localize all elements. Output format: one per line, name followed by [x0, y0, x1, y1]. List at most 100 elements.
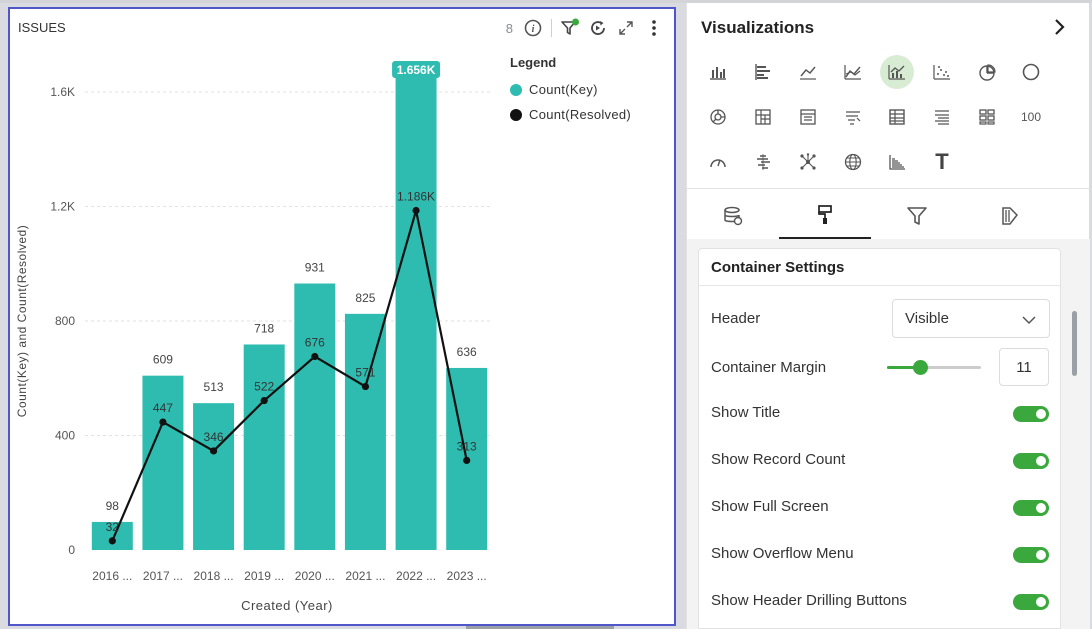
- top-border: [0, 0, 1092, 3]
- line-data-label: 32: [106, 520, 120, 534]
- line-data-label: 522: [254, 380, 274, 394]
- summary-table-icon[interactable]: [791, 100, 825, 134]
- settings-tabs: [687, 193, 1077, 239]
- bar-data-label: 718: [254, 321, 274, 335]
- bar-count-key: [395, 75, 437, 550]
- expand-icon[interactable]: [616, 18, 636, 38]
- gantt-chart-icon[interactable]: [746, 145, 780, 179]
- donut-chart-icon[interactable]: [1014, 55, 1048, 89]
- bar-count-key: [91, 521, 133, 550]
- legend-title: Legend: [510, 55, 557, 70]
- x-tick-label: 2020 ...: [295, 569, 335, 583]
- slider-fill: [887, 366, 920, 369]
- gauge-icon[interactable]: [701, 145, 735, 179]
- line-point: [311, 352, 319, 361]
- x-tick-label: 2018 ...: [194, 569, 234, 583]
- container-margin-slider[interactable]: [887, 360, 981, 375]
- legend-item-count-key[interactable]: Count(Key): [510, 82, 631, 97]
- line-point: [260, 396, 268, 405]
- line-data-label: 346: [204, 430, 224, 444]
- legend-label: Count(Key): [529, 82, 598, 97]
- tab-filter[interactable]: [871, 193, 963, 239]
- combo-chart: 0 400 800 1.2K 1.6K 98 2016 ... 609 2017 ... 513…: [15, 60, 490, 613]
- legend-swatch: [510, 83, 522, 96]
- combo-chart-icon[interactable]: [880, 55, 914, 89]
- chart-widget: ISSUES 8 i 0 400 800 1.2K 1.6K 98 2016 ... 609…: [8, 7, 676, 626]
- line-data-label: 313: [457, 439, 477, 453]
- y-axis-title: Count(Key) and Count(Resolved): [15, 225, 29, 417]
- vertical-scrollbar[interactable]: [1072, 311, 1077, 376]
- data-icon: [724, 206, 743, 226]
- geo-map-icon[interactable]: [836, 145, 870, 179]
- legend-item-count-resolved[interactable]: Count(Resolved): [510, 107, 631, 122]
- tab-format[interactable]: [779, 193, 871, 239]
- horizontal-scrollbar[interactable]: [466, 626, 614, 629]
- info-icon[interactable]: i: [523, 18, 543, 38]
- container-settings-title: Container Settings: [711, 259, 845, 276]
- text-icon[interactable]: T: [925, 145, 959, 179]
- refresh-icon[interactable]: [588, 18, 608, 38]
- show-record-count-toggle[interactable]: [1013, 453, 1049, 469]
- line-point: [361, 382, 370, 391]
- x-tick-label: 2019 ...: [244, 569, 284, 583]
- pivot-table-icon[interactable]: [746, 100, 780, 134]
- show-header-drilling-buttons-toggle[interactable]: [1013, 594, 1049, 610]
- x-tick-label: 2023 ...: [447, 569, 487, 583]
- toolbar-divider: [551, 19, 552, 37]
- tile-grid-icon[interactable]: [970, 100, 1004, 134]
- line-point: [463, 456, 471, 465]
- scatter-chart-icon[interactable]: [925, 55, 959, 89]
- bar-data-label: 609: [153, 353, 173, 367]
- y-tick-label: 400: [55, 429, 75, 443]
- container-margin-input[interactable]: 11: [999, 348, 1049, 386]
- bar-data-label: 513: [204, 380, 224, 394]
- table-icon[interactable]: [880, 100, 914, 134]
- detail-table-icon[interactable]: [925, 100, 959, 134]
- chevron-right-icon[interactable]: [1049, 17, 1069, 37]
- number-card-label: 100: [1020, 110, 1042, 124]
- y-tick-label: 1.6K: [50, 85, 75, 99]
- bar-count-key: [193, 403, 235, 550]
- bar-data-label: 1.656K: [397, 63, 436, 77]
- bar-data-label: 98: [106, 499, 120, 513]
- widget-toolbar: 8 i: [506, 17, 664, 39]
- x-tick-label: 2022 ...: [396, 569, 436, 583]
- show-overflow-menu-label: Show Overflow Menu: [711, 545, 854, 562]
- area-chart-icon[interactable]: [836, 55, 870, 89]
- sunburst-chart-icon[interactable]: [701, 100, 735, 134]
- line-chart-icon[interactable]: [791, 55, 825, 89]
- line-point: [209, 447, 218, 455]
- show-full-screen-toggle[interactable]: [1013, 500, 1049, 516]
- bar-data-label: 931: [305, 261, 325, 275]
- format-brush-icon: [818, 205, 832, 224]
- show-record-count-label: Show Record Count: [711, 451, 846, 468]
- network-chart-icon[interactable]: [791, 145, 825, 179]
- bar-count-key: [142, 375, 184, 550]
- header-select[interactable]: Visible: [892, 299, 1050, 338]
- funnel-chart-icon[interactable]: [836, 100, 870, 134]
- line-point: [108, 537, 116, 545]
- svg-text:i: i: [532, 24, 535, 35]
- show-overflow-menu-toggle[interactable]: [1013, 547, 1049, 563]
- number-card-icon[interactable]: 100: [1014, 100, 1048, 134]
- tab-conditional-format[interactable]: [963, 193, 1055, 239]
- show-title-toggle[interactable]: [1013, 406, 1049, 422]
- show-title-label: Show Title: [711, 404, 781, 421]
- bar-chart-icon[interactable]: [746, 55, 780, 89]
- data-label-highlight: [392, 60, 441, 78]
- pie-chart-icon[interactable]: [970, 55, 1004, 89]
- column-chart-icon[interactable]: [701, 55, 735, 89]
- slider-thumb[interactable]: [912, 360, 928, 375]
- filter-icon[interactable]: [560, 18, 580, 38]
- waterfall-chart-icon[interactable]: [880, 145, 914, 179]
- tab-data[interactable]: [687, 193, 779, 239]
- line-point: [412, 206, 420, 215]
- legend-swatch: [510, 108, 522, 121]
- toggle-knob: [1036, 456, 1046, 466]
- container-settings-card: Container Settings Header Visible Contai…: [698, 248, 1061, 629]
- y-tick-label: 800: [55, 314, 75, 328]
- y-tick-label: 0: [68, 543, 75, 557]
- show-full-screen-label: Show Full Screen: [711, 498, 829, 515]
- more-vertical-icon[interactable]: [644, 18, 664, 38]
- toggle-knob: [1036, 409, 1046, 419]
